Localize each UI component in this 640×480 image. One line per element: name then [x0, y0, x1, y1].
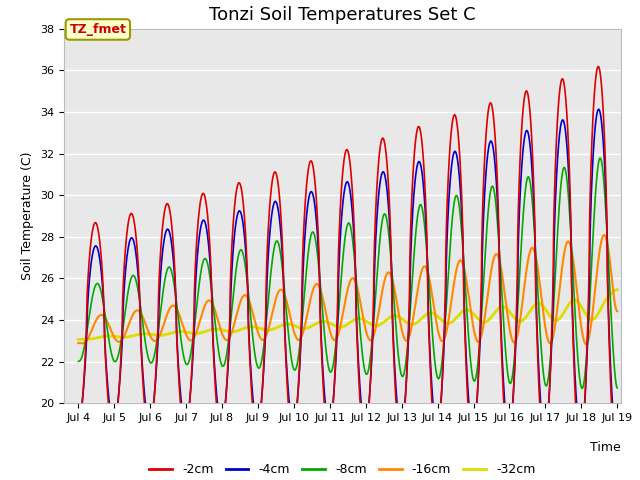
Title: Tonzi Soil Temperatures Set C: Tonzi Soil Temperatures Set C — [209, 6, 476, 24]
Text: TZ_fmet: TZ_fmet — [69, 23, 126, 36]
Y-axis label: Soil Temperature (C): Soil Temperature (C) — [22, 152, 35, 280]
Legend: -2cm, -4cm, -8cm, -16cm, -32cm: -2cm, -4cm, -8cm, -16cm, -32cm — [145, 458, 540, 480]
Text: Time: Time — [590, 441, 621, 454]
